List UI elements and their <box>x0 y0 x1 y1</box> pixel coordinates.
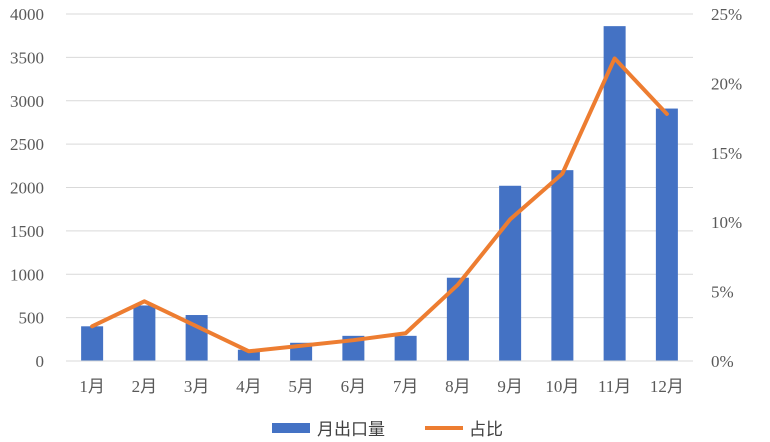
x-tick-label: 6月 <box>341 377 367 396</box>
bar <box>603 26 626 362</box>
bar <box>394 335 417 361</box>
left-tick-label: 2000 <box>10 179 44 198</box>
x-tick-label: 10月 <box>545 377 579 396</box>
bar <box>237 349 260 361</box>
right-tick-label: 25% <box>711 5 742 24</box>
legend-swatch-bar <box>272 423 310 433</box>
left-tick-label: 1000 <box>10 265 44 284</box>
x-tick-label: 3月 <box>184 377 210 396</box>
x-tick-label: 1月 <box>79 377 105 396</box>
gridlines <box>66 13 693 319</box>
x-tick-label: 12月 <box>650 377 684 396</box>
right-tick-label: 15% <box>711 144 742 163</box>
left-tick-label: 500 <box>19 309 45 328</box>
x-tick-label: 9月 <box>497 377 523 396</box>
x-tick-label: 2月 <box>132 377 158 396</box>
left-axis-ticks: 0 500 1000 1500 2000 2500 3000 3500 4000 <box>10 5 44 371</box>
right-axis-ticks: 0% 5% 10% 15% 20% 25% <box>711 5 742 371</box>
x-tick-label: 8月 <box>445 377 471 396</box>
x-tick-label: 7月 <box>393 377 419 396</box>
bar <box>655 108 678 362</box>
right-tick-label: 0% <box>711 352 734 371</box>
line-path <box>90 56 669 354</box>
x-tick-label: 11月 <box>598 377 631 396</box>
right-tick-label: 5% <box>711 283 734 302</box>
right-tick-label: 10% <box>711 213 742 232</box>
line-series <box>90 56 669 354</box>
left-tick-label: 3000 <box>10 92 44 111</box>
bar <box>81 326 104 361</box>
x-axis-ticks: 1月 2月 3月 4月 5月 6月 7月 8月 9月 10月 11月 12月 <box>79 377 684 396</box>
left-tick-label: 1500 <box>10 222 44 241</box>
bar <box>499 185 522 361</box>
bar <box>551 170 574 361</box>
bar <box>185 315 208 361</box>
left-tick-label: 4000 <box>10 5 44 24</box>
legend: 月出口量 占比 <box>272 420 503 440</box>
bar <box>133 305 156 361</box>
left-tick-label: 0 <box>36 352 45 371</box>
legend-label-bar: 月出口量 <box>317 420 385 440</box>
x-tick-label: 4月 <box>236 377 262 396</box>
left-tick-label: 2500 <box>10 135 44 154</box>
bar <box>446 277 469 361</box>
legend-label-line: 占比 <box>469 420 503 440</box>
bar-series <box>81 26 678 362</box>
left-tick-label: 3500 <box>10 48 44 67</box>
right-tick-label: 20% <box>711 74 742 93</box>
x-tick-label: 5月 <box>288 377 314 396</box>
